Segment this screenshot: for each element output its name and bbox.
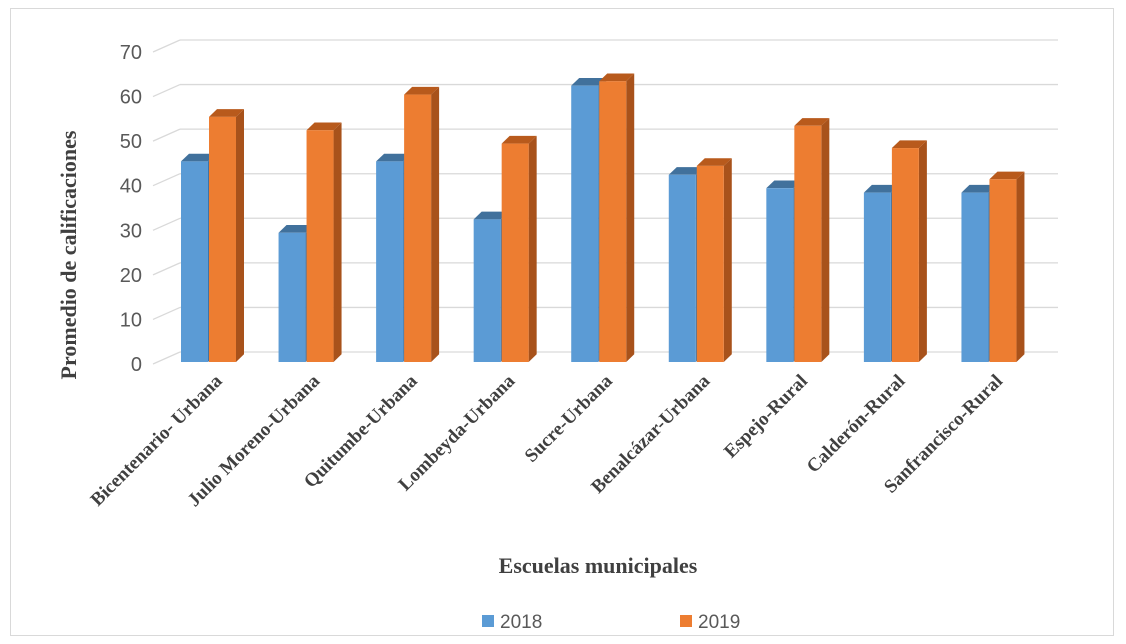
bar-top — [863, 184, 899, 193]
bar-front — [696, 165, 724, 362]
bar-side — [528, 135, 537, 362]
bar-front — [501, 143, 529, 362]
bar-front — [989, 179, 1017, 362]
legend-swatch — [482, 615, 494, 627]
y-tick-label: 0 — [131, 354, 142, 376]
bar-front — [891, 148, 919, 362]
bar-top — [473, 211, 509, 220]
bar-top — [404, 86, 440, 95]
bar-2019-7 — [794, 118, 830, 363]
bar-top — [278, 225, 314, 233]
bar-front — [181, 161, 208, 362]
bar-side — [821, 118, 830, 362]
bar-top — [766, 180, 802, 189]
bar-front — [668, 174, 696, 362]
bar-front — [571, 85, 599, 363]
bar-top — [376, 153, 412, 162]
bar-top — [306, 122, 342, 131]
y-tick-label: 50 — [120, 131, 142, 153]
gridline-depth — [152, 83, 181, 98]
gridline-depth — [152, 217, 181, 231]
bar-top — [501, 135, 537, 144]
legend: 2018 2019 — [482, 612, 740, 633]
bar-top — [961, 184, 997, 193]
bar-top — [668, 167, 704, 175]
bar-top — [696, 158, 732, 166]
x-category-label: Calderón-Rural — [803, 371, 910, 478]
legend-swatch — [680, 615, 692, 627]
bar-2019-8 — [891, 140, 927, 362]
bar-top — [794, 118, 830, 126]
bar-front — [376, 161, 404, 362]
bar-2019-2 — [306, 122, 342, 363]
legend-item-2019: 2019 — [680, 612, 740, 633]
bar-2019-5 — [599, 73, 635, 362]
y-tick-label: 30 — [120, 220, 142, 242]
gridline-depth — [152, 351, 181, 365]
bar-front — [473, 219, 501, 362]
bar-front — [209, 116, 236, 362]
y-tick-label: 10 — [120, 309, 142, 331]
y-tick-label: 60 — [120, 87, 142, 109]
bar-side — [431, 86, 440, 362]
bar-top — [989, 171, 1025, 180]
legend-label: 2019 — [698, 612, 740, 633]
gridline-depth — [152, 128, 181, 142]
legend-item-2018: 2018 — [482, 612, 542, 633]
x-category-label: Espejo-Rural — [720, 371, 812, 463]
bar-front — [404, 94, 432, 363]
x-axis-title: Escuelas municipales — [499, 553, 698, 578]
bar-side — [918, 140, 927, 362]
bar-2019-3 — [404, 86, 440, 363]
bar-top — [209, 109, 244, 117]
bar-side — [1016, 171, 1025, 362]
y-axis-ticks: 0 10 20 30 40 50 60 70 — [120, 42, 142, 376]
gridline-depth — [152, 39, 181, 53]
bar-top — [571, 77, 607, 86]
y-tick-label: 20 — [120, 265, 142, 287]
gridline-depth — [152, 173, 181, 187]
bar-front — [794, 125, 822, 363]
bar-side — [236, 109, 244, 363]
gridline-depth — [152, 306, 181, 321]
chart-frame — [10, 8, 1114, 636]
bar-2019-9 — [989, 171, 1025, 362]
legend-label: 2018 — [500, 612, 542, 633]
bars — [181, 73, 1025, 363]
bar-front — [599, 81, 627, 362]
bar-side — [723, 158, 732, 362]
gridline-depth — [152, 262, 181, 276]
x-category-label: Sucre-Urbana — [521, 370, 617, 466]
bar-side — [333, 122, 342, 363]
bar-top — [181, 153, 216, 162]
bar-2019-6 — [696, 158, 732, 362]
bar-2019-4 — [501, 135, 537, 362]
bar-front — [766, 188, 794, 362]
y-axis-title: Promedio de calificaciones — [56, 130, 81, 379]
bar-top — [891, 140, 927, 149]
y-tick-label: 70 — [120, 42, 142, 64]
bar-top — [599, 73, 635, 82]
bar-front — [278, 232, 306, 362]
bar-front — [306, 130, 334, 362]
bar-side — [626, 73, 635, 362]
bar-2019-1 — [209, 109, 244, 363]
y-tick-label: 40 — [120, 176, 142, 198]
bar-front — [863, 192, 891, 362]
bar-front — [961, 192, 989, 362]
